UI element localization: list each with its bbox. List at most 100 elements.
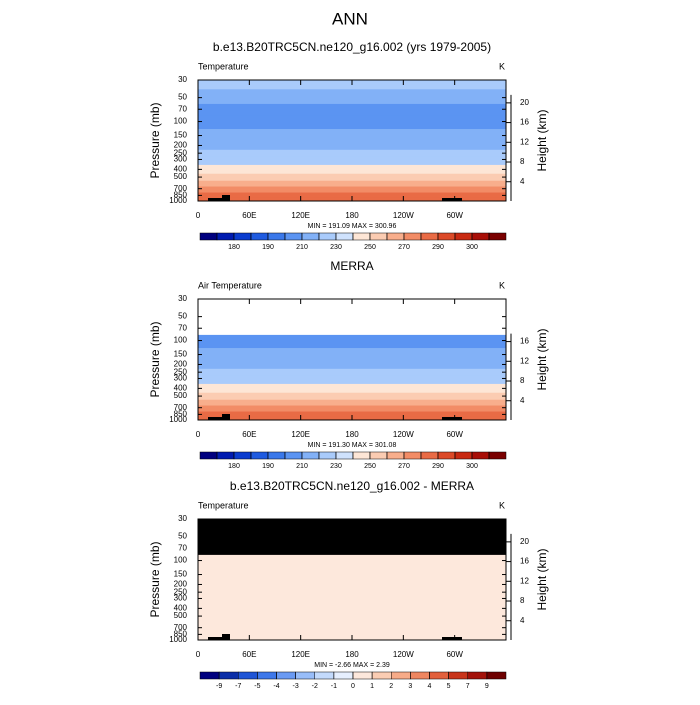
topography — [208, 637, 230, 640]
y-tick-label: 1000 — [169, 196, 187, 205]
y-tick-label: 700 — [174, 184, 188, 193]
colorbar-tick-label: 300 — [466, 244, 478, 251]
colorbar-box — [486, 671, 507, 680]
y-tick-label: 100 — [174, 336, 188, 345]
y-tick-label: 70 — [178, 323, 187, 332]
contour-band — [198, 173, 506, 181]
y-tick-label: 300 — [174, 155, 188, 164]
y2-tick-label: 4 — [520, 396, 525, 405]
y-tick-label: 30 — [178, 294, 187, 303]
contour-band — [198, 375, 506, 384]
contour-band — [198, 307, 506, 323]
x-tick-label: 120W — [393, 650, 414, 659]
colorbar-box — [216, 232, 235, 241]
colorbar-box — [471, 451, 490, 460]
x-tick-label: 180 — [345, 211, 359, 220]
y-tick-label: 250 — [174, 367, 188, 376]
colorbar-box — [199, 451, 218, 460]
colorbar-box — [318, 451, 337, 460]
x-tick-label: 0 — [196, 650, 201, 659]
x-tick-label: 180 — [345, 650, 359, 659]
colorbar-box — [284, 232, 303, 241]
y2-tick-label: 8 — [520, 376, 525, 385]
colorbar-box — [391, 671, 411, 680]
x-tick-label: 120W — [393, 430, 414, 439]
x-tick-label: 120E — [291, 430, 310, 439]
y-tick-label: 200 — [174, 580, 188, 589]
contour-band — [198, 140, 506, 150]
colorbar-box — [301, 232, 320, 241]
y-tick-label: 1000 — [169, 415, 187, 424]
colorbar-box — [233, 232, 252, 241]
y2-axis-label: Height (km) — [535, 328, 549, 390]
panel-title: MERRA — [330, 259, 373, 273]
colorbar-tick-label: 1 — [370, 683, 374, 690]
contour-band — [198, 164, 506, 174]
contour-band — [198, 554, 506, 569]
colorbar-box — [216, 451, 235, 460]
colorbar-box — [199, 232, 218, 241]
colorbar-box — [295, 671, 315, 680]
y-tick-label: 1000 — [169, 635, 187, 644]
colorbar-tick-label: 230 — [330, 463, 342, 470]
colorbar-tick-label: -2 — [312, 683, 318, 690]
y-tick-label: 400 — [174, 603, 188, 612]
colorbar-box — [386, 451, 405, 460]
colorbar-box — [403, 232, 422, 241]
y-tick-label: 700 — [174, 623, 188, 632]
y-tick-label: 150 — [174, 570, 188, 579]
colorbar-box — [335, 232, 354, 241]
colorbar-box — [238, 671, 258, 680]
colorbar-box — [352, 451, 371, 460]
y2-tick-label: 20 — [520, 537, 529, 546]
y2-axis-label: Height (km) — [535, 109, 549, 171]
y-tick-label: 50 — [178, 312, 187, 321]
y-tick-label: 850 — [174, 191, 188, 200]
contour-band — [198, 322, 506, 335]
x-tick-label: 0 — [196, 211, 201, 220]
colorbar-tick-label: 230 — [330, 244, 342, 251]
y-tick-label: 250 — [174, 148, 188, 157]
y-tick-label: 100 — [174, 556, 188, 565]
colorbar-tick-label: 5 — [447, 683, 451, 690]
y-tick-label: 200 — [174, 360, 188, 369]
y-tick-label: 850 — [174, 410, 188, 419]
y2-tick-label: 12 — [520, 137, 529, 146]
colorbar-tick-label: 210 — [296, 244, 308, 251]
y-tick-label: 500 — [174, 172, 188, 181]
contour-band — [198, 156, 506, 165]
y-tick-label: 100 — [174, 117, 188, 126]
contour-band — [198, 595, 506, 604]
colorbar-tick-label: 290 — [432, 463, 444, 470]
colorbar-tick-label: 290 — [432, 244, 444, 251]
contour-band — [198, 347, 506, 360]
y2-tick-label: 20 — [520, 98, 529, 107]
colorbar-box — [429, 671, 449, 680]
colorbar-box — [301, 451, 320, 460]
contour-band — [198, 579, 506, 589]
colorbar-box — [314, 671, 335, 680]
x-tick-label: 180 — [345, 430, 359, 439]
unit-label: K — [499, 280, 505, 290]
topography — [222, 414, 230, 420]
topography — [222, 634, 230, 640]
y-tick-label: 300 — [174, 374, 188, 383]
colorbar-tick-label: 180 — [228, 244, 240, 251]
y2-tick-label: 16 — [520, 557, 529, 566]
topography — [208, 417, 230, 420]
y-tick-label: 400 — [174, 383, 188, 392]
y-tick-label: 70 — [178, 543, 187, 552]
colorbar-tick-label: -7 — [235, 683, 241, 690]
y-tick-label: 70 — [178, 104, 187, 113]
y2-tick-label: 8 — [520, 596, 525, 605]
colorbar-tick-label: 9 — [485, 683, 489, 690]
y-axis-label: Pressure (mb) — [148, 541, 162, 617]
colorbar-tick-label: -5 — [254, 683, 260, 690]
colorbar-box — [318, 232, 337, 241]
y-tick-label: 850 — [174, 630, 188, 639]
x-tick-label: 60E — [242, 650, 256, 659]
contour-band — [198, 88, 506, 104]
contour-band — [198, 405, 506, 412]
colorbar-box — [448, 671, 468, 680]
